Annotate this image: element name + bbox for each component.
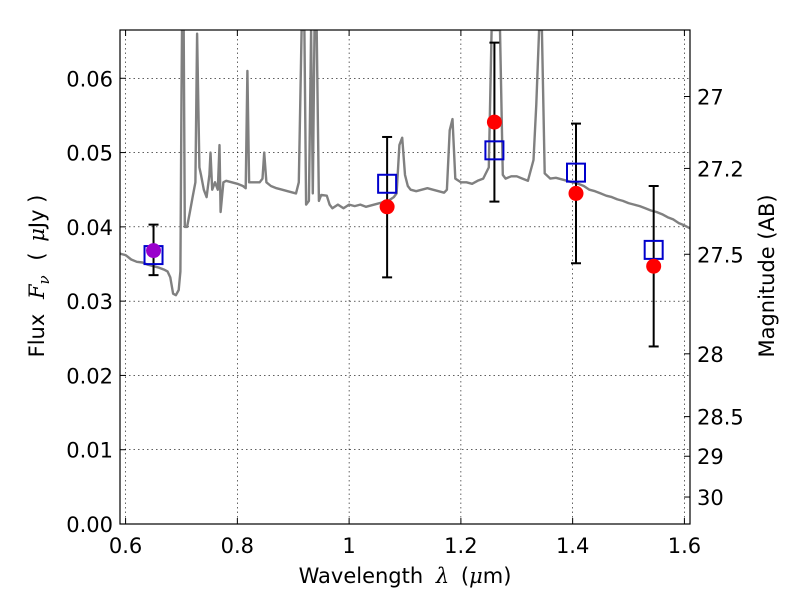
spectrum-line (120, 30, 690, 297)
y-axis-label: Flux Fν ( μJy ) (25, 195, 54, 358)
y-tick-label: 0.00 (66, 513, 113, 537)
model-photometry-markers (143, 140, 664, 266)
y-axis-ticks: 0.00 0.01 0.02 0.03 0.04 0.05 0.06 (66, 67, 126, 537)
right-axis-label: Magnitude (AB) (755, 194, 779, 357)
grid-lines (120, 30, 690, 525)
right-tick-label: 28.5 (697, 406, 744, 430)
x-tick-label: 1.4 (556, 534, 589, 558)
x-tick-label: 1 (342, 534, 355, 558)
right-tick-label: 30 (697, 486, 724, 510)
y-tick-label: 0.04 (66, 216, 113, 240)
x-tick-label: 0.6 (109, 534, 142, 558)
right-tick-label: 27 (697, 86, 724, 110)
x-tick-label: 1.2 (444, 534, 477, 558)
y-tick-label: 0.02 (66, 364, 113, 388)
y-tick-label: 0.06 (66, 67, 113, 91)
observed-point (486, 114, 502, 130)
x-axis-ticks: 0.6 0.8 1 1.2 1.4 1.6 (109, 30, 701, 558)
right-tick-label: 27.2 (697, 157, 744, 181)
x-axis-label: Wavelength λ (μm) (299, 564, 512, 588)
model-spectrum (120, 30, 690, 297)
model-point (377, 173, 398, 194)
observed-point (146, 243, 162, 259)
x-tick-label: 0.8 (221, 534, 254, 558)
right-tick-label: 27.5 (697, 243, 744, 267)
observed-point (379, 199, 395, 215)
y-tick-label: 0.01 (66, 439, 113, 463)
right-tick-label: 29 (697, 445, 724, 469)
x-tick-label: 1.6 (668, 534, 701, 558)
observed-point (646, 258, 662, 274)
right-tick-label: 28 (697, 343, 724, 367)
observed-photometry-markers (146, 114, 662, 274)
y-tick-label: 0.03 (66, 290, 113, 314)
model-point (484, 140, 505, 161)
y-tick-label: 0.05 (66, 142, 113, 166)
right-axis-ticks: 27 27.2 27.5 28 28.5 29 30 (684, 86, 744, 510)
model-point (566, 162, 586, 183)
observed-point (568, 185, 584, 201)
plot-frame (119, 29, 691, 525)
